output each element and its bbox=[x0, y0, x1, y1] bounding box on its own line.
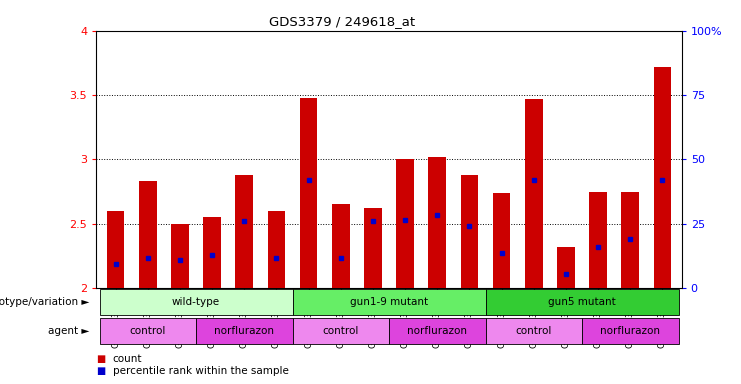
Bar bbox=[428, 157, 446, 288]
Bar bbox=[461, 175, 478, 288]
Bar bbox=[236, 175, 253, 288]
Bar bbox=[654, 67, 671, 288]
Bar bbox=[332, 204, 350, 288]
Bar bbox=[293, 318, 389, 344]
Bar bbox=[485, 290, 679, 315]
Bar bbox=[99, 290, 293, 315]
Text: ■: ■ bbox=[96, 354, 105, 364]
Bar bbox=[557, 247, 575, 288]
Bar bbox=[589, 192, 607, 288]
Bar bbox=[268, 211, 285, 288]
Bar bbox=[525, 99, 542, 288]
Text: control: control bbox=[130, 326, 166, 336]
Text: genotype/variation ►: genotype/variation ► bbox=[0, 297, 89, 308]
Bar bbox=[107, 211, 124, 288]
Text: gun5 mutant: gun5 mutant bbox=[548, 297, 616, 308]
Bar bbox=[99, 318, 196, 344]
Bar bbox=[493, 193, 511, 288]
Bar bbox=[364, 208, 382, 288]
Text: norflurazon: norflurazon bbox=[408, 326, 468, 336]
Bar bbox=[622, 192, 639, 288]
Bar bbox=[485, 318, 582, 344]
Text: percentile rank within the sample: percentile rank within the sample bbox=[113, 366, 288, 376]
Bar bbox=[582, 318, 679, 344]
Title: GDS3379 / 249618_at: GDS3379 / 249618_at bbox=[269, 15, 415, 28]
Text: control: control bbox=[322, 326, 359, 336]
Bar bbox=[196, 318, 293, 344]
Text: gun1-9 mutant: gun1-9 mutant bbox=[350, 297, 428, 308]
Text: agent ►: agent ► bbox=[47, 326, 89, 336]
Text: ■: ■ bbox=[96, 366, 105, 376]
Bar bbox=[293, 290, 485, 315]
Bar bbox=[171, 224, 189, 288]
Text: norflurazon: norflurazon bbox=[214, 326, 274, 336]
Bar bbox=[139, 181, 156, 288]
Bar bbox=[396, 159, 414, 288]
Text: norflurazon: norflurazon bbox=[600, 326, 660, 336]
Text: wild-type: wild-type bbox=[172, 297, 220, 308]
Text: count: count bbox=[113, 354, 142, 364]
Bar bbox=[389, 318, 485, 344]
Bar bbox=[203, 217, 221, 288]
Bar bbox=[300, 98, 317, 288]
Text: control: control bbox=[516, 326, 552, 336]
